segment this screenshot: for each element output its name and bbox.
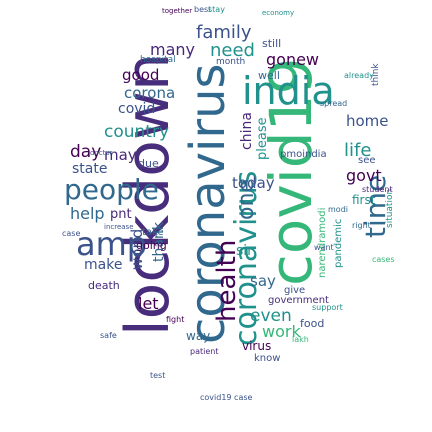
word-safe: safe (100, 331, 117, 340)
word-even: even (250, 306, 292, 326)
word-student: student (362, 185, 393, 194)
word-best: best (194, 5, 212, 14)
word-home: home (346, 112, 389, 130)
word-help: help (70, 204, 105, 223)
word-already: already (344, 71, 374, 80)
word-want: want (314, 243, 334, 252)
word-country: country (104, 122, 170, 142)
word-stay: stay (208, 5, 225, 14)
word-need: need (210, 40, 255, 61)
word-right: right (352, 221, 371, 230)
word-amp: amp (76, 225, 148, 263)
word-virus: virus (242, 339, 272, 353)
word-people: people (64, 173, 159, 206)
word-many: many (150, 40, 195, 59)
word-corona: corona (124, 84, 176, 102)
word-spread: spread (320, 99, 348, 108)
word-see: see (358, 155, 376, 166)
word-way: way (186, 329, 211, 343)
word-good: good (122, 66, 160, 84)
word-economy: economy (262, 9, 295, 17)
word-please: please (255, 117, 270, 160)
word-fight: fight (166, 315, 185, 324)
word-india: india (242, 69, 335, 113)
word-support: support (312, 303, 343, 312)
word-case: case (62, 229, 81, 238)
word-work: work (262, 322, 301, 341)
word-gonew: gonew (266, 50, 320, 69)
word-modi: modi (328, 205, 348, 214)
word-due: due (138, 157, 159, 170)
word-family: family (196, 22, 252, 43)
word-government: government (268, 295, 329, 306)
word-situation: situation (385, 188, 395, 228)
word-day: day (70, 142, 102, 162)
word-together: together (162, 7, 193, 15)
word-first: first (352, 193, 376, 207)
word-pmoindia: pmoindia (280, 149, 327, 160)
word-lakh: lakh (292, 335, 309, 344)
word-say: say (250, 272, 276, 290)
word-increase: increase (104, 223, 134, 231)
word-patient: patient (190, 347, 219, 356)
word-covid19-case: covid19 case (200, 393, 253, 402)
word-death: death (88, 279, 120, 292)
word-china: china (239, 112, 255, 150)
word-may: may (104, 146, 137, 164)
word-sir: sir (236, 243, 253, 259)
word-give: give (284, 285, 306, 296)
word-test: test (150, 371, 166, 380)
word-month: month (216, 57, 246, 67)
word-pnt: pnt (110, 207, 132, 222)
word-know: know (254, 353, 281, 364)
word-hospital: hospital (140, 55, 176, 65)
word-cases: cases (372, 255, 395, 264)
word-today: today (232, 174, 275, 192)
word-pandemic: pandemic (333, 218, 344, 268)
word-going: going (136, 239, 167, 252)
word-doctor: doctor (90, 149, 113, 157)
word-make: make (84, 257, 123, 273)
word-take: take (142, 227, 164, 238)
word-let: let (138, 294, 159, 313)
word-covid: covid (118, 101, 156, 117)
word-govt: govt (346, 166, 382, 185)
word-still: still (262, 37, 282, 50)
word-food: food (300, 317, 325, 330)
word-well: well (258, 69, 280, 82)
word-state: state (72, 161, 108, 177)
word-life: life (344, 140, 372, 161)
